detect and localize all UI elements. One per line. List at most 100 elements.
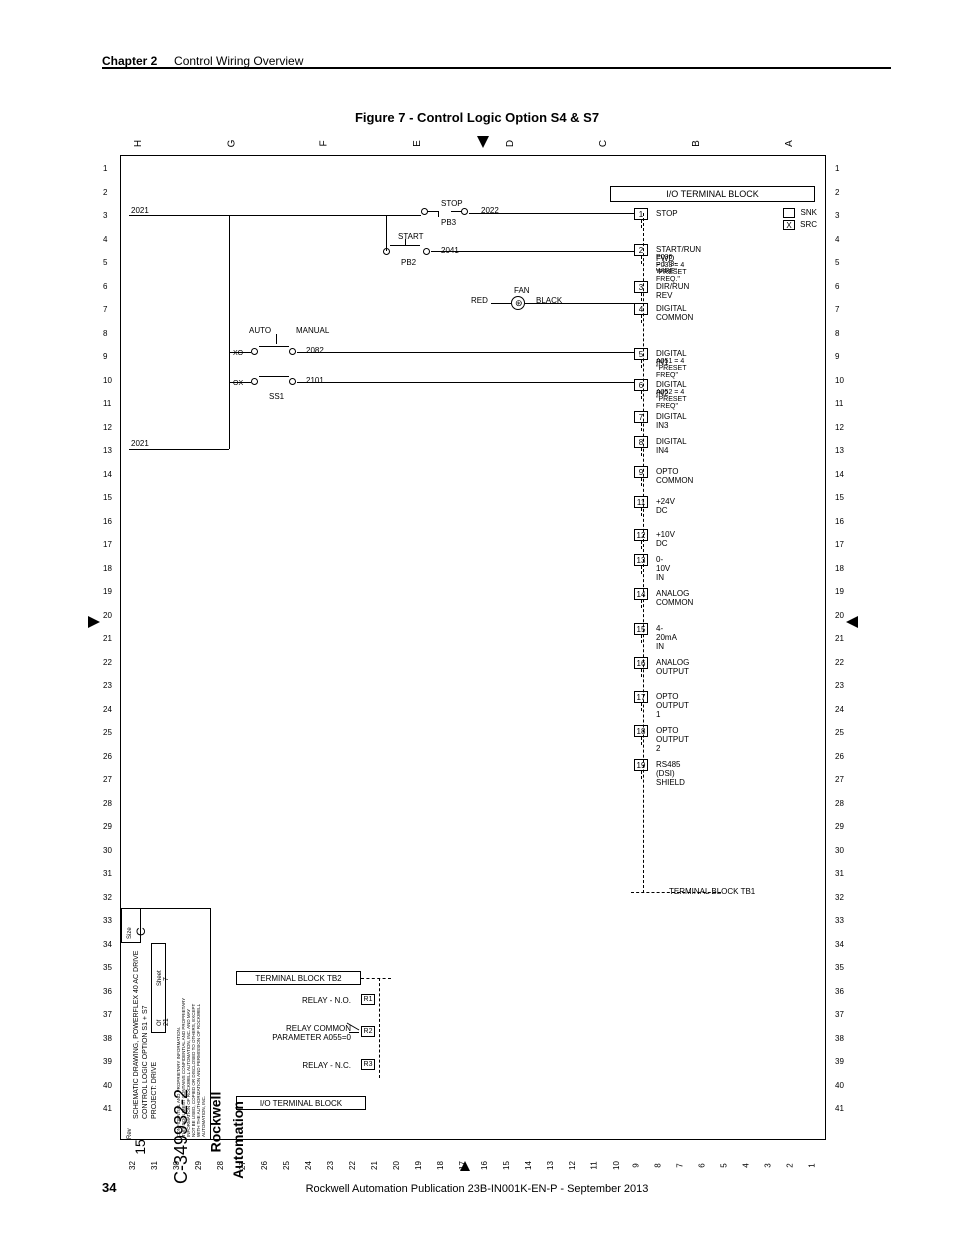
stop-term-r: [461, 208, 468, 215]
row-number: 17: [835, 540, 844, 549]
red-label: RED: [471, 296, 488, 305]
terminal-label: ANALOG OUTPUT: [656, 658, 689, 676]
col-letter: C: [598, 140, 609, 147]
tb2-dash-top: [361, 978, 391, 979]
terminal-label: STOP: [656, 209, 678, 218]
terminal-stub: [641, 391, 642, 399]
ss1-arrow: [276, 334, 277, 344]
start-stem: [405, 239, 406, 245]
row-number: 13: [835, 446, 844, 455]
row-number: 21: [835, 634, 844, 643]
fan-icon: ⊛: [515, 298, 523, 309]
terminal-number: 17: [634, 691, 648, 703]
bottom-number: 17: [458, 1161, 467, 1170]
tb-line3: PROJECT: DRIVE: [151, 1062, 158, 1119]
wire-br1: [386, 215, 387, 251]
row-number: 28: [103, 799, 112, 808]
row-number: 29: [835, 822, 844, 831]
row-number: 18: [103, 564, 112, 573]
sheet-n: 7: [163, 977, 170, 981]
row-number: 8: [835, 329, 839, 338]
row-number: 20: [835, 611, 844, 620]
terminal-label: +24V DC: [656, 497, 675, 515]
io-header: I/O TERMINAL BLOCK: [610, 186, 815, 202]
terminal-label: 4-20mA IN: [656, 624, 676, 651]
row-number: 29: [103, 822, 112, 831]
src-box: X: [783, 220, 795, 230]
chapter-title: Control Wiring Overview: [174, 54, 303, 68]
row-number: 3: [835, 211, 839, 220]
rev-val: 15: [132, 1139, 148, 1155]
ox-wire: [297, 382, 634, 383]
terminal-label: DIGITAL COMMON: [656, 304, 693, 322]
chapter-label: Chapter 2: [102, 54, 157, 68]
terminal-sub: A051 = 4 "PRESET FREQ": [656, 358, 686, 379]
col-letter: G: [226, 140, 237, 148]
size-label: Size: [127, 927, 133, 939]
terminal-sub: A052 = 4 "PRESET FREQ": [656, 389, 686, 410]
ox-term-l: [251, 378, 258, 385]
terminal-number: 4: [634, 303, 648, 315]
row-number: 33: [103, 916, 112, 925]
chapter-header: Chapter 2 Control Wiring Overview: [102, 54, 303, 68]
terminal-number: 16: [634, 657, 648, 669]
row-number: 39: [835, 1057, 844, 1066]
row-number: 37: [835, 1010, 844, 1019]
terminal-label: DIGITAL IN3: [656, 412, 686, 430]
pb2-label: PB2: [401, 258, 416, 267]
wire-top2: [469, 213, 634, 214]
col-letter: D: [505, 140, 516, 147]
bottom-number: 28: [216, 1161, 225, 1170]
row-number: 25: [103, 728, 112, 737]
manual-label: MANUAL: [296, 326, 329, 335]
start-label: START: [398, 232, 423, 241]
terminal-label: +10V DC: [656, 530, 675, 548]
row-number: 35: [835, 963, 844, 972]
bottom-number: 4: [742, 1163, 751, 1167]
row-number: 24: [835, 705, 844, 714]
terminal-stub: [641, 566, 642, 574]
relay-param: PARAMETER A055=0: [236, 1033, 351, 1042]
row-number: 39: [103, 1057, 112, 1066]
row-number: 16: [835, 517, 844, 526]
terminal-label: OPTO COMMON: [656, 467, 693, 485]
bottom-number: 23: [326, 1161, 335, 1170]
bottom-number: 10: [612, 1161, 621, 1170]
terminal-number: 5: [634, 348, 648, 360]
row-number: 34: [835, 940, 844, 949]
terminal-stub: [641, 315, 642, 323]
page: Chapter 2 Control Wiring Overview Figure…: [0, 0, 954, 1235]
terminal-number: 15: [634, 623, 648, 635]
relay-common: RELAY COMMON: [236, 1024, 351, 1033]
bottom-number: 2: [786, 1163, 795, 1167]
row-number: 2: [103, 188, 107, 197]
row-number: 4: [835, 235, 839, 244]
terminal-stub: [641, 541, 642, 549]
row-number: 7: [103, 305, 107, 314]
wire-start-to-t2: [431, 251, 634, 252]
stop-l2: [438, 211, 439, 217]
row-number: 32: [835, 893, 844, 902]
xo-term-l: [251, 348, 258, 355]
terminal-label: RS485 (DSI) SHIELD: [656, 760, 685, 787]
terminal-label: OPTO OUTPUT 1: [656, 692, 689, 719]
start-term-r: [423, 248, 430, 255]
row-number: 2: [835, 188, 839, 197]
bottom-number: 12: [568, 1161, 577, 1170]
terminal-bus: [643, 213, 644, 893]
row-number: 41: [103, 1104, 112, 1113]
terminal-number: 6: [634, 379, 648, 391]
xo-term-r: [289, 348, 296, 355]
row-number: 40: [835, 1081, 844, 1090]
r3-box: R3: [361, 1059, 375, 1070]
terminal-number: 9: [634, 466, 648, 478]
auto-label: AUTO: [249, 326, 271, 335]
relay-sym1: [349, 1032, 359, 1033]
row-number: 13: [103, 446, 112, 455]
ox-bar: [259, 376, 289, 377]
row-number: 5: [103, 258, 107, 267]
bottom-number: 22: [348, 1161, 357, 1170]
row-number: 1: [835, 164, 839, 173]
bottom-number: 8: [654, 1163, 663, 1167]
row-number: 14: [835, 470, 844, 479]
